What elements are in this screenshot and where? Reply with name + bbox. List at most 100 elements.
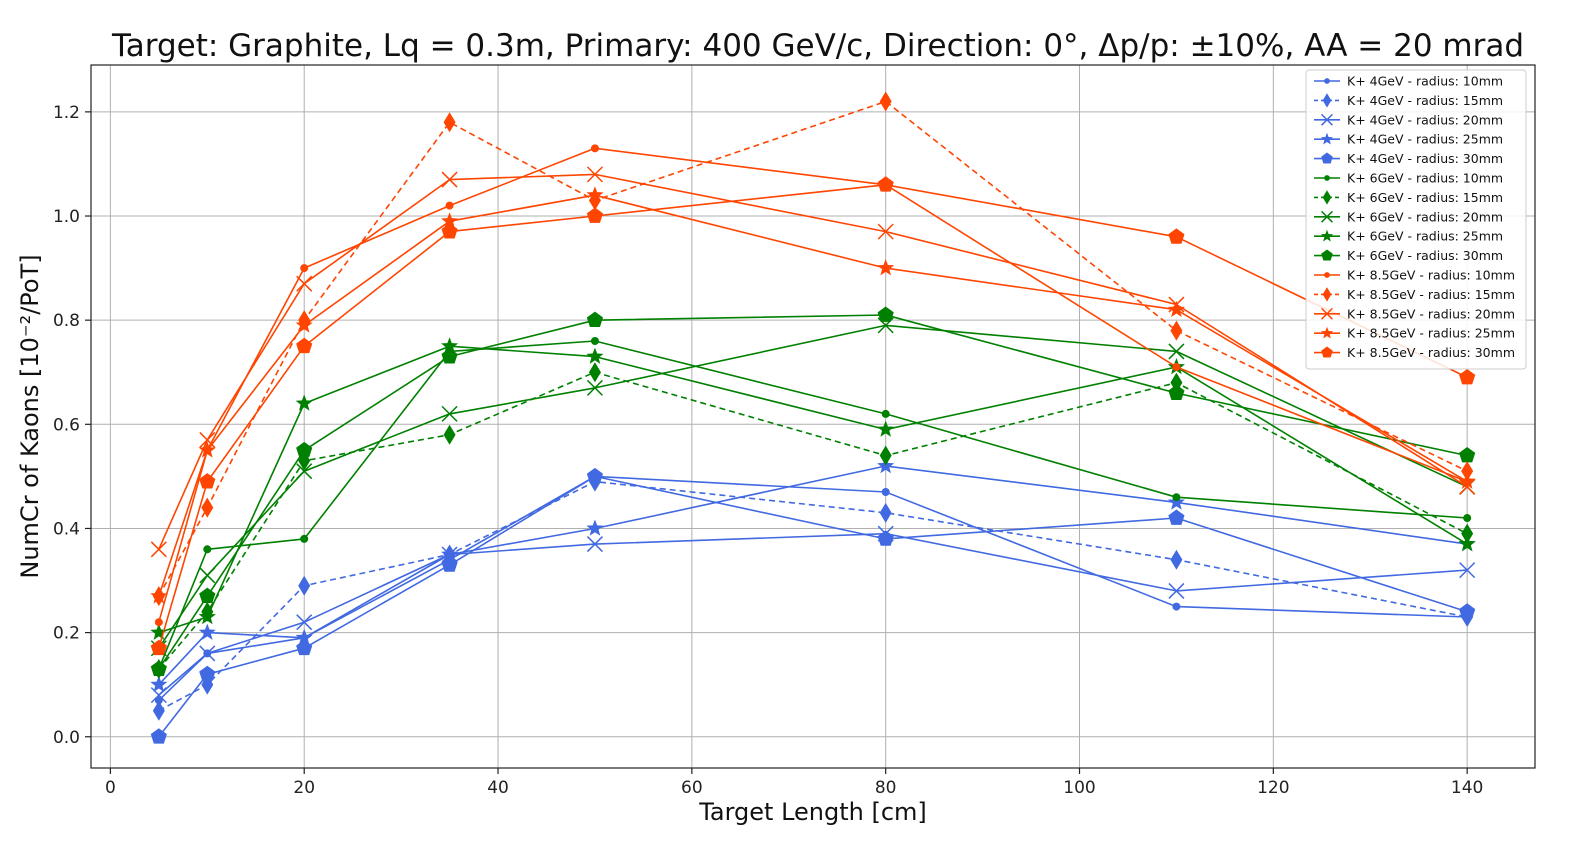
data-point xyxy=(441,223,458,239)
data-point xyxy=(295,316,313,333)
y-tick-label: 1.2 xyxy=(53,103,80,123)
data-point xyxy=(198,441,216,458)
y-tick-label: 1.0 xyxy=(53,207,80,227)
data-point xyxy=(586,166,603,183)
y-axis-label: NumCr of Kaons [10⁻²/PoT] xyxy=(16,254,44,578)
x-axis-label: Target Length [cm] xyxy=(698,798,927,826)
data-point xyxy=(1168,343,1185,360)
series-line xyxy=(158,465,1468,686)
axis-ticks: 0 20 40 60 80 100 120 140 0.0 0.2 0.4 0.6 0.8 1.0 1.2 xyxy=(53,103,1483,798)
legend-label: K+ 8.5GeV - radius: 15mm xyxy=(1347,287,1515,302)
chart-title: Target: Graphite, Lq = 0.3m, Primary: 40… xyxy=(111,28,1524,64)
data-point xyxy=(150,639,167,656)
legend-label: K+ 4GeV - radius: 30mm xyxy=(1347,151,1503,166)
legend-entry: K+ 8.5GeV - radius: 25mm xyxy=(1314,326,1515,341)
legend-entry: K+ 4GeV - radius: 20mm xyxy=(1314,112,1503,127)
series-line xyxy=(158,475,1468,738)
series-line xyxy=(158,340,1468,670)
data-point xyxy=(1168,384,1185,400)
data-point xyxy=(1458,472,1476,489)
series-3 xyxy=(150,525,1476,704)
data-point xyxy=(441,348,458,364)
data-point xyxy=(1461,461,1474,482)
series-6 xyxy=(154,336,1472,674)
series-5 xyxy=(150,467,1476,744)
y-tick-label: 0.2 xyxy=(53,624,80,644)
data-point xyxy=(586,379,603,396)
series-10 xyxy=(150,306,1476,676)
series-15 xyxy=(150,176,1476,656)
data-point xyxy=(586,207,604,223)
data-point xyxy=(443,424,456,445)
legend-marker xyxy=(1322,93,1332,108)
series-8 xyxy=(150,317,1476,657)
data-point xyxy=(879,502,892,523)
data-point xyxy=(879,91,892,112)
data-point xyxy=(1459,562,1476,579)
legend-label: K+ 6GeV - radius: 15mm xyxy=(1347,190,1503,205)
legend-marker xyxy=(1322,190,1332,205)
grid-lines xyxy=(91,65,1535,768)
legend-entry: K+ 8.5GeV - radius: 30mm xyxy=(1314,345,1515,360)
data-point xyxy=(877,530,894,546)
legend-marker xyxy=(1321,152,1333,164)
legend-marker xyxy=(1321,307,1333,320)
data-point xyxy=(441,556,458,572)
legend-marker xyxy=(1321,346,1333,358)
data-point xyxy=(1168,582,1185,599)
series-2 xyxy=(152,471,1474,721)
data-point xyxy=(296,275,313,292)
y-tick-label: 0.8 xyxy=(53,311,80,331)
data-point xyxy=(198,623,216,640)
data-point xyxy=(1172,493,1181,502)
series-line xyxy=(158,184,1468,649)
data-point xyxy=(586,347,604,364)
series-line xyxy=(158,314,1468,670)
legend-label: K+ 4GeV - radius: 15mm xyxy=(1347,93,1503,108)
data-point xyxy=(1170,320,1183,341)
legend-label: K+ 8.5GeV - radius: 20mm xyxy=(1347,306,1515,321)
legend-marker xyxy=(1321,113,1333,126)
series-line xyxy=(158,480,1468,712)
series-line xyxy=(158,532,1468,696)
data-point xyxy=(877,259,895,276)
data-point xyxy=(441,337,459,354)
data-point xyxy=(199,665,216,682)
data-point xyxy=(298,575,311,596)
legend-label: K+ 4GeV - radius: 10mm xyxy=(1347,74,1503,89)
legend: K+ 4GeV - radius: 10mm K+ 4GeV - radius: … xyxy=(1305,69,1527,370)
data-point xyxy=(1459,603,1476,619)
data-point xyxy=(296,463,313,480)
data-point xyxy=(1167,300,1185,318)
data-point xyxy=(150,687,167,704)
data-point xyxy=(586,536,603,553)
data-point xyxy=(296,337,313,354)
x-tick-label: 20 xyxy=(293,778,315,798)
legend-marker xyxy=(1320,132,1334,145)
data-point xyxy=(300,534,309,543)
data-point xyxy=(443,112,456,133)
x-tick-label: 120 xyxy=(1257,778,1289,798)
data-point xyxy=(199,645,216,662)
legend-entry: K+ 6GeV - radius: 30mm xyxy=(1314,248,1503,263)
data-point xyxy=(586,519,604,536)
legend-label: K+ 8.5GeV - radius: 10mm xyxy=(1347,268,1515,283)
data-point xyxy=(877,223,894,240)
data-point xyxy=(150,728,167,744)
legend-entry: K+ 4GeV - radius: 30mm xyxy=(1314,151,1503,166)
legend-label: K+ 6GeV - radius: 30mm xyxy=(1347,248,1503,263)
legend-marker xyxy=(1324,78,1330,84)
legend-label: K+ 4GeV - radius: 20mm xyxy=(1347,112,1503,127)
data-point xyxy=(1168,228,1185,244)
legend-label: K+ 6GeV - radius: 10mm xyxy=(1347,171,1503,186)
legend-entry: K+ 6GeV - radius: 25mm xyxy=(1314,229,1503,244)
legend-label: K+ 8.5GeV - radius: 30mm xyxy=(1347,345,1515,360)
data-point xyxy=(586,186,604,203)
legend-marker xyxy=(1321,249,1333,261)
data-point xyxy=(881,488,890,497)
data-point xyxy=(201,497,214,518)
x-tick-label: 0 xyxy=(105,778,116,798)
legend-marker xyxy=(1320,229,1334,242)
data-point xyxy=(296,614,313,631)
data-point xyxy=(445,201,454,210)
